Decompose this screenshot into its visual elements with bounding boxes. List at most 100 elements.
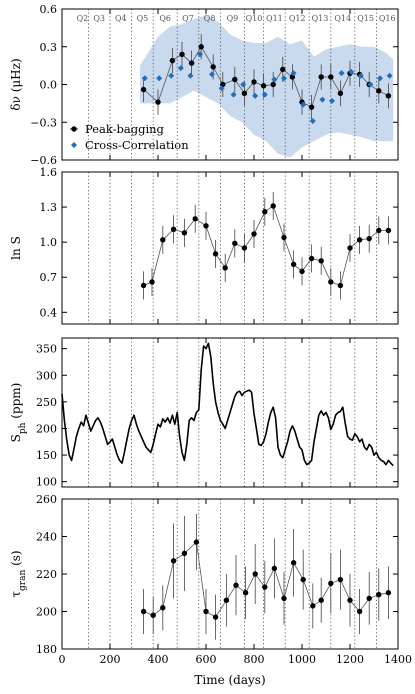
data-point-diamond [209,71,215,78]
quarter-label: Q11 [266,14,283,23]
quarter-label: Q7 [182,14,194,23]
data-point-diamond [177,65,184,72]
y-tick-label: −0.6 [30,154,57,167]
data-point [170,558,177,564]
data-point [260,83,267,89]
data-point [150,612,156,618]
y-tick-label: 0.0 [40,79,58,92]
data-point [252,571,258,577]
data-point [347,245,353,251]
data-point-diamond [252,92,259,99]
data-point [318,597,324,603]
quarter-label: Q10 [246,14,263,23]
data-point [337,282,344,289]
panel-4: 180 200 220 240 260 0 200 400 600 800 1000 1200 1400… [9,493,412,666]
data-point [271,565,278,572]
data-point [198,44,204,50]
data-point [366,595,372,602]
data-point [241,245,248,251]
data-point [203,608,209,615]
data-point [169,57,176,64]
data-point-diamond [218,85,225,92]
data-point [337,576,344,583]
data-point [210,64,216,70]
quarter-label: Q14 [334,14,351,23]
data-point [155,99,161,105]
y-tick-label: 240 [36,531,57,544]
quarter-label: Q8 [204,14,216,23]
uncertainty-band [140,15,394,158]
data-point-diamond [309,117,316,124]
y-tick-label: 300 [36,369,57,382]
data-point [308,255,315,262]
y-tick-label: 200 [36,606,57,619]
data-point [281,234,287,241]
panel-2: 0.4 0.7 1.0 1.3 1.6 ln S [9,166,399,325]
data-point [385,93,392,99]
plot-frame [61,171,399,325]
data-point [223,597,230,603]
data-point [140,282,147,289]
data-point [290,560,297,566]
panel-1: Q2 Q3 Q4 Q5 Q6 Q7 Q8 Q9 Q10 Q11 Q12 Q13 Q14 Q15 Q16 −0.… [9,3,399,167]
quarter-label: Q6 [159,14,171,23]
x-tick-label: 1200 [336,653,364,666]
data-point [347,597,353,603]
y-tick-label: 1.0 [40,236,58,249]
data-point [299,268,305,275]
data-point [232,240,238,247]
data-point [376,591,382,598]
data-point [233,582,239,588]
data-point [232,76,238,83]
quarter-label: Q12 [289,14,306,23]
data-point-diamond [168,72,175,79]
legend-label: Cross-Correlation [85,138,189,152]
y-axis-title: τgran (s) [9,550,28,597]
data-point-diamond [338,70,345,77]
data-point [212,614,219,620]
data-point-diamond [271,76,278,83]
data-point [242,590,249,596]
data-point [308,104,315,110]
data-point-diamond [329,97,335,104]
legend-label: Peak-bagging [85,122,165,136]
data-point [188,60,195,66]
data-point-diamond [348,68,355,75]
series-connector [143,541,389,618]
plot-frame [61,498,399,650]
y-tick-label: 200 [36,422,57,435]
x-tick-label: 1400 [384,653,412,666]
data-point [385,227,392,234]
y-tick-label: 1.6 [40,166,58,179]
data-point-diamond [357,72,364,79]
series-connector [143,205,389,286]
data-point [203,223,209,229]
data-point [251,79,257,85]
quarter-label: Q13 [312,14,329,23]
data-point [262,584,268,590]
data-point-diamond [240,81,247,88]
data-point-diamond [300,101,307,108]
data-point [318,258,324,264]
x-tick-label: 600 [196,653,217,666]
data-point [376,88,382,94]
data-point-diamond [141,75,148,82]
data-point [328,74,334,80]
data-point [149,279,155,285]
series-line [61,342,394,467]
data-point [270,203,276,209]
data-point [181,230,188,236]
quarter-label: Q16 [379,14,396,23]
x-axis-title: Time (days) [194,673,265,687]
y-tick-label: 0.4 [40,306,58,319]
data-point-diamond [187,72,194,79]
data-point [376,227,382,234]
legend-marker-cross [71,142,77,148]
data-point [310,603,316,609]
y-tick-label: 250 [36,396,57,409]
data-point [140,86,147,93]
data-point [262,209,268,215]
quarter-label: Q9 [227,14,239,23]
data-point-diamond [386,72,393,79]
